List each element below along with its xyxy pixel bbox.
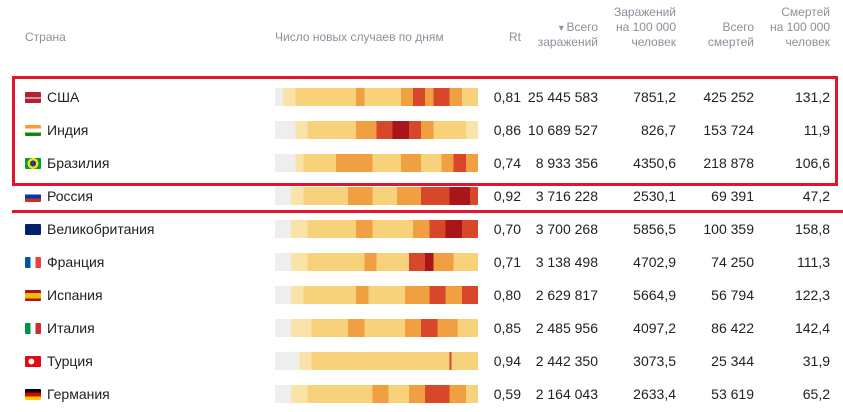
cell-value: 7851,2 xyxy=(633,89,676,105)
cell-value: 218 878 xyxy=(703,155,754,171)
cell-value: 3073,5 xyxy=(633,353,676,369)
daily-cases-heatmap xyxy=(275,154,478,172)
cell-value: 31,9 xyxy=(802,353,830,369)
cell-value: 0,80 xyxy=(493,287,521,303)
country-name: Индия xyxy=(47,122,89,138)
cell-value: 2 485 956 xyxy=(535,320,598,336)
daily-cases-heatmap xyxy=(275,352,478,370)
cell-value: 4350,6 xyxy=(633,155,676,171)
cell-value: 5856,5 xyxy=(633,221,676,237)
cell-value: 425 252 xyxy=(703,89,754,105)
cell-value: 0,59 xyxy=(493,386,521,402)
cell-value: 5664,9 xyxy=(633,287,676,303)
cell-value: 3 716 228 xyxy=(535,188,598,204)
cell-value: 122,3 xyxy=(794,287,830,303)
header-cell: человек xyxy=(631,35,676,49)
flag xyxy=(25,158,41,169)
country-name: Франция xyxy=(47,254,105,270)
country-name: Италия xyxy=(47,320,95,336)
cell-value: 3 700 268 xyxy=(535,221,598,237)
cell-value: 86 422 xyxy=(711,320,754,336)
country-name: США xyxy=(47,89,80,105)
cell-value: 0,70 xyxy=(493,221,521,237)
cell-value: 2530,1 xyxy=(633,188,676,204)
cell-value: 65,2 xyxy=(802,386,830,402)
daily-cases-heatmap xyxy=(275,253,478,271)
daily-cases-heatmap xyxy=(275,88,478,106)
cell-value: 153 724 xyxy=(703,122,754,138)
daily-cases-heatmap xyxy=(275,220,478,238)
daily-cases-heatmap xyxy=(275,385,478,403)
cell-value: 25 344 xyxy=(711,353,754,369)
highlight-underline xyxy=(12,210,843,213)
cell-value: 69 391 xyxy=(711,188,754,204)
header-cell: Заражений xyxy=(613,5,676,19)
flag xyxy=(25,290,41,301)
cell-value: 100 359 xyxy=(703,221,754,237)
cell-value: 0,71 xyxy=(493,254,521,270)
country-name: Турция xyxy=(47,353,93,369)
country-name: Великобритания xyxy=(47,221,155,237)
flag xyxy=(25,389,41,400)
header-cell: на 100 000 xyxy=(615,20,676,34)
cell-value: 10 689 527 xyxy=(527,122,598,138)
country-name: Россия xyxy=(47,188,93,204)
cell-value: 4702,9 xyxy=(633,254,676,270)
cell-value: 106,6 xyxy=(794,155,830,171)
daily-cases-heatmap xyxy=(275,286,478,304)
daily-cases-heatmap xyxy=(275,319,478,337)
cell-value: 158,8 xyxy=(794,221,830,237)
header-cell: смертей xyxy=(707,35,754,49)
header-cell: Страна xyxy=(25,30,66,44)
daily-cases-heatmap xyxy=(275,187,478,205)
cell-value: 0,92 xyxy=(493,188,521,204)
cell-value: 2 164 043 xyxy=(535,386,598,402)
header-cell: Всего xyxy=(722,20,754,34)
flag xyxy=(25,92,41,103)
header-cell: на 100 000 xyxy=(769,20,830,34)
header-cell: Rt xyxy=(509,30,521,44)
cell-value: 0,85 xyxy=(493,320,521,336)
cell-value: 74 250 xyxy=(711,254,754,270)
cell-value: 131,2 xyxy=(794,89,830,105)
cell-value: 0,94 xyxy=(493,353,521,369)
header-cell: заражений xyxy=(537,35,598,49)
flag xyxy=(25,224,41,235)
cell-value: 142,4 xyxy=(794,320,830,336)
flag xyxy=(25,257,41,268)
cell-value: 2 629 817 xyxy=(535,287,598,303)
cell-value: 11,9 xyxy=(803,122,830,138)
country-name: Бразилия xyxy=(47,155,110,171)
cell-value: 0,74 xyxy=(493,155,521,171)
header-cell: Число новых случаев по дням xyxy=(275,30,444,44)
cell-value: 2633,4 xyxy=(633,386,676,402)
cell-value: 56 794 xyxy=(711,287,754,303)
flag xyxy=(25,356,41,367)
cell-value: 47,2 xyxy=(802,188,830,204)
header-cell: ▾ Всего xyxy=(558,20,598,34)
cell-value: 3 138 498 xyxy=(535,254,598,270)
cell-value: 0,86 xyxy=(493,122,521,138)
header-cell: Смертей xyxy=(781,5,830,19)
daily-cases-heatmap xyxy=(275,121,478,139)
highlight-box xyxy=(12,76,838,186)
flag xyxy=(25,191,41,202)
country-name: Испания xyxy=(47,287,103,303)
cell-value: 25 445 583 xyxy=(527,89,598,105)
cell-value: 0,81 xyxy=(493,89,521,105)
flag xyxy=(25,125,41,136)
cell-value: 111,3 xyxy=(797,254,830,270)
header-cell: человек xyxy=(785,35,830,49)
cell-value: 2 442 350 xyxy=(535,353,598,369)
country-name: Германия xyxy=(47,386,110,402)
cell-value: 8 933 356 xyxy=(535,155,598,171)
cell-value: 53 619 xyxy=(711,386,754,402)
flag xyxy=(25,323,41,334)
cell-value: 4097,2 xyxy=(633,320,676,336)
cell-value: 826,7 xyxy=(640,122,676,138)
